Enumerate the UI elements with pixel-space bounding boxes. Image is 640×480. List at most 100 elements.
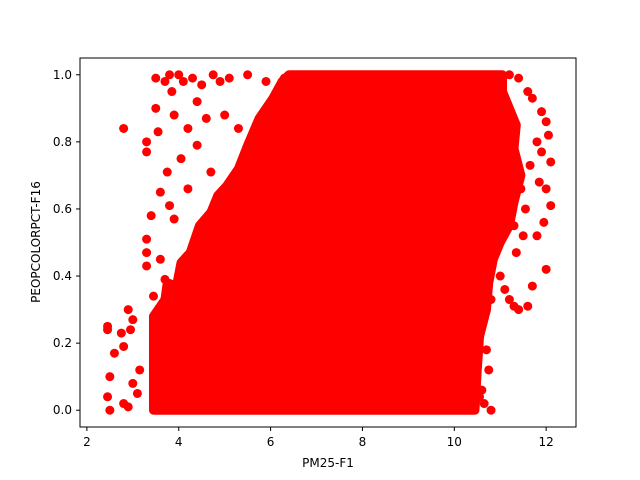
data-point bbox=[525, 160, 535, 170]
data-point bbox=[208, 70, 218, 80]
data-point bbox=[534, 177, 544, 187]
data-point bbox=[155, 311, 165, 321]
data-point bbox=[169, 110, 179, 120]
y-tick-label: 0.4 bbox=[53, 269, 72, 283]
data-point bbox=[188, 73, 198, 83]
data-point bbox=[532, 137, 542, 147]
data-point bbox=[481, 345, 491, 355]
x-tick-label: 6 bbox=[267, 435, 275, 449]
data-point bbox=[192, 97, 202, 107]
data-point bbox=[126, 325, 136, 335]
x-tick-label: 2 bbox=[83, 435, 91, 449]
data-point bbox=[105, 405, 115, 415]
data-point bbox=[475, 392, 485, 402]
data-point bbox=[215, 76, 225, 86]
data-point bbox=[142, 137, 152, 147]
data-point bbox=[247, 140, 257, 150]
y-tick-label: 0.8 bbox=[53, 135, 72, 149]
data-point bbox=[192, 140, 202, 150]
scatter-points-outliers bbox=[103, 70, 556, 415]
data-point bbox=[201, 113, 211, 123]
data-point bbox=[546, 157, 556, 167]
data-point bbox=[481, 305, 491, 315]
dense-point-cloud bbox=[148, 70, 526, 415]
y-axis-label: PEOPCOLORPCT-F16 bbox=[29, 181, 43, 303]
data-point bbox=[268, 103, 278, 113]
plot-area-frame bbox=[79, 57, 577, 428]
data-point bbox=[520, 204, 530, 214]
data-point bbox=[153, 127, 163, 137]
data-point bbox=[116, 328, 126, 338]
data-point bbox=[495, 271, 505, 281]
data-point bbox=[504, 295, 514, 305]
data-point bbox=[500, 284, 510, 294]
data-point bbox=[135, 365, 145, 375]
data-point bbox=[132, 388, 142, 398]
x-axis-label: PM25-F1 bbox=[302, 456, 354, 470]
data-point bbox=[486, 295, 496, 305]
data-point bbox=[155, 254, 165, 264]
data-point bbox=[151, 338, 161, 348]
data-point bbox=[105, 372, 115, 382]
data-point bbox=[151, 73, 161, 83]
y-tick-label: 0.6 bbox=[53, 202, 72, 216]
data-point bbox=[169, 214, 179, 224]
data-point bbox=[479, 399, 489, 409]
data-point bbox=[523, 301, 533, 311]
data-point bbox=[103, 392, 113, 402]
data-point bbox=[119, 123, 129, 133]
data-point bbox=[484, 365, 494, 375]
data-point bbox=[148, 291, 158, 301]
data-point bbox=[509, 221, 519, 231]
y-tick-label: 0.2 bbox=[53, 336, 72, 350]
x-tick-label: 8 bbox=[359, 435, 367, 449]
data-point bbox=[537, 147, 547, 157]
data-point bbox=[233, 123, 243, 133]
data-point bbox=[165, 70, 175, 80]
data-point bbox=[142, 261, 152, 271]
data-point bbox=[514, 73, 524, 83]
y-axis: 0.0 0.2 0.4 0.6 0.8 1.0 bbox=[53, 68, 80, 417]
data-point bbox=[541, 117, 551, 127]
data-point bbox=[504, 70, 514, 80]
data-point bbox=[162, 167, 172, 177]
data-point bbox=[153, 395, 163, 405]
data-point bbox=[543, 130, 553, 140]
data-point bbox=[123, 402, 133, 412]
data-point bbox=[472, 311, 482, 321]
data-point bbox=[197, 80, 207, 90]
scatter-points bbox=[148, 70, 526, 415]
data-point bbox=[142, 147, 152, 157]
data-point bbox=[220, 110, 230, 120]
data-point bbox=[183, 123, 193, 133]
data-point bbox=[167, 87, 177, 97]
data-point bbox=[142, 248, 152, 258]
data-point bbox=[532, 231, 542, 241]
data-point bbox=[511, 248, 521, 258]
data-point bbox=[546, 201, 556, 211]
y-tick-label: 1.0 bbox=[53, 68, 72, 82]
data-point bbox=[123, 305, 133, 315]
data-point bbox=[224, 73, 234, 83]
data-point bbox=[160, 274, 170, 284]
data-point bbox=[541, 264, 551, 274]
data-point bbox=[527, 93, 537, 103]
data-point bbox=[174, 70, 184, 80]
data-point bbox=[261, 76, 271, 86]
data-point bbox=[527, 281, 537, 291]
data-point bbox=[213, 197, 223, 207]
data-point bbox=[206, 167, 216, 177]
data-point bbox=[509, 301, 519, 311]
data-point bbox=[160, 76, 170, 86]
data-point bbox=[279, 73, 289, 83]
data-point bbox=[176, 154, 186, 164]
x-tick-label: 4 bbox=[175, 435, 183, 449]
data-point bbox=[178, 76, 188, 86]
data-point bbox=[523, 87, 533, 97]
data-point bbox=[142, 234, 152, 244]
x-tick-label: 12 bbox=[539, 435, 554, 449]
data-point bbox=[128, 315, 138, 325]
data-point bbox=[146, 211, 156, 221]
data-point bbox=[171, 295, 181, 305]
